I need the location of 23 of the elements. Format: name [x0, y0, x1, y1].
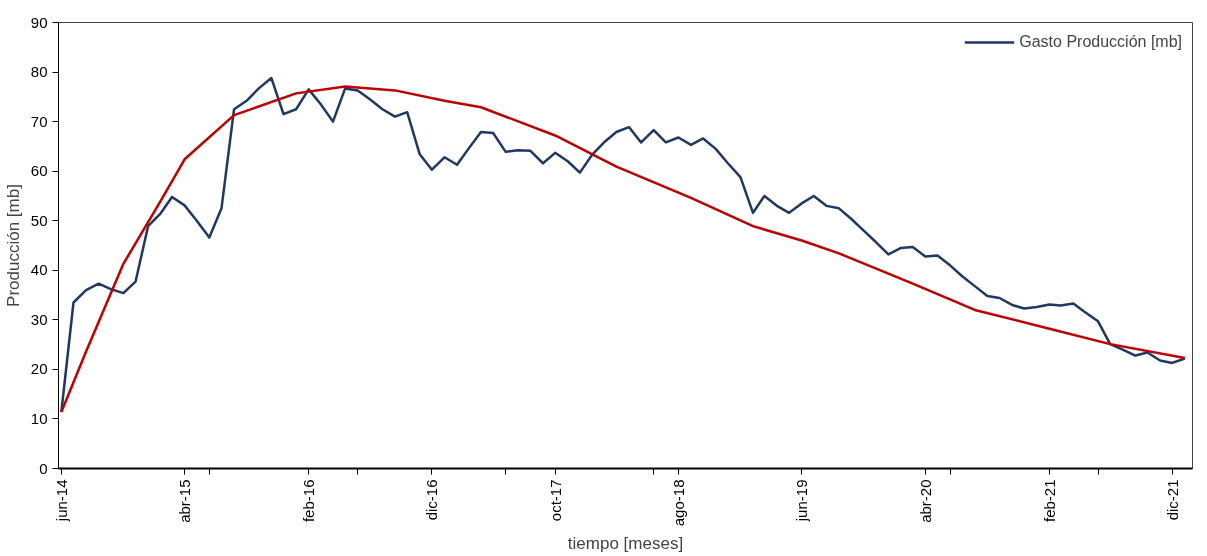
- y-tick-label: 90: [30, 13, 48, 31]
- x-axis-title: tiempo [meses]: [567, 534, 684, 554]
- y-tick-label: 80: [30, 63, 48, 81]
- x-tick-label: dic-16: [423, 479, 441, 521]
- x-tick-label: oct-17: [546, 479, 564, 522]
- x-tick-label: abr-20: [916, 479, 934, 523]
- x-tick-label: abr-15: [176, 479, 194, 523]
- x-tick-label: jun-14: [52, 479, 70, 523]
- x-tick-label: dic-21: [1163, 479, 1181, 521]
- legend-label: Gasto Producción [mb]: [1019, 33, 1182, 51]
- y-tick-label: 30: [30, 310, 48, 328]
- x-tick-label: feb-21: [1040, 479, 1058, 523]
- x-tick-label: jun-19: [793, 479, 811, 523]
- y-tick-label: 0: [39, 459, 48, 477]
- y-tick-label: 10: [30, 409, 48, 427]
- y-tick-label: 50: [30, 211, 48, 229]
- x-tick-label: feb-16: [300, 479, 318, 523]
- x-tick-label: ago-18: [669, 479, 687, 527]
- y-axis-title: Producción [mb]: [3, 184, 23, 307]
- y-tick-label: 20: [30, 360, 48, 378]
- y-tick-label: 60: [30, 162, 48, 180]
- y-tick-label: 70: [30, 112, 48, 130]
- y-tick-label: 40: [30, 261, 48, 279]
